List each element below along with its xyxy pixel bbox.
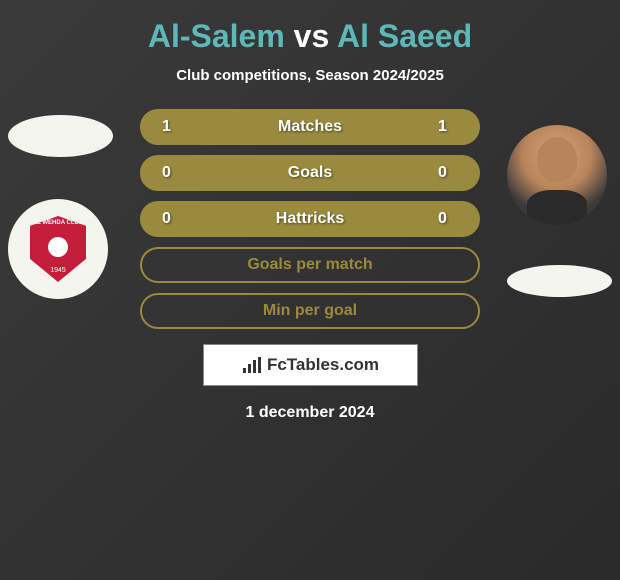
player2-name: Al Saeed [337,18,472,54]
stat-label: Matches [278,118,342,136]
stat-left-value: 0 [162,164,182,182]
stat-left-value: 1 [162,118,182,136]
vs-separator: vs [294,18,330,54]
stat-row-matches: 1 Matches 1 [140,109,480,145]
player-left-avatar-placeholder [8,115,113,157]
chart-icon [241,356,263,374]
stat-row-hattricks: 0 Hattricks 0 [140,201,480,237]
stat-right-value: 1 [438,118,458,136]
source-logo-box: FcTables.com [203,344,418,386]
club-shield-icon: AL WEHDA CLUB 1945 [30,216,86,282]
stat-right-value: 0 [438,210,458,228]
club-emblem-icon [48,237,68,257]
stats-container: 1 Matches 1 0 Goals 0 0 Hattricks 0 Goal… [140,109,480,329]
player-right-photo [507,125,607,225]
club-name-text: AL WEHDA CLUB [33,220,83,226]
stat-row-min-per-goal: Min per goal [140,293,480,329]
stat-label: Goals per match [247,256,372,274]
stat-label: Goals [288,164,332,182]
date-text: 1 december 2024 [0,404,620,422]
comparison-title: Al-Salem vs Al Saeed [0,18,620,55]
player1-name: Al-Salem [148,18,285,54]
stat-right-value: 0 [438,164,458,182]
source-logo-text: FcTables.com [267,355,379,375]
stat-row-goals-per-match: Goals per match [140,247,480,283]
stat-row-goals: 0 Goals 0 [140,155,480,191]
player-left-club-badge: AL WEHDA CLUB 1945 [8,199,108,299]
stat-left-value: 0 [162,210,182,228]
main-container: Al-Salem vs Al Saeed Club competitions, … [0,0,620,432]
stat-label: Hattricks [276,210,344,228]
player-right-club-placeholder [507,265,612,297]
stat-label: Min per goal [263,302,357,320]
subtitle: Club competitions, Season 2024/2025 [0,67,620,84]
player-left-panel: AL WEHDA CLUB 1945 [8,115,113,299]
player-right-panel [507,125,612,297]
club-year-text: 1945 [50,267,66,274]
